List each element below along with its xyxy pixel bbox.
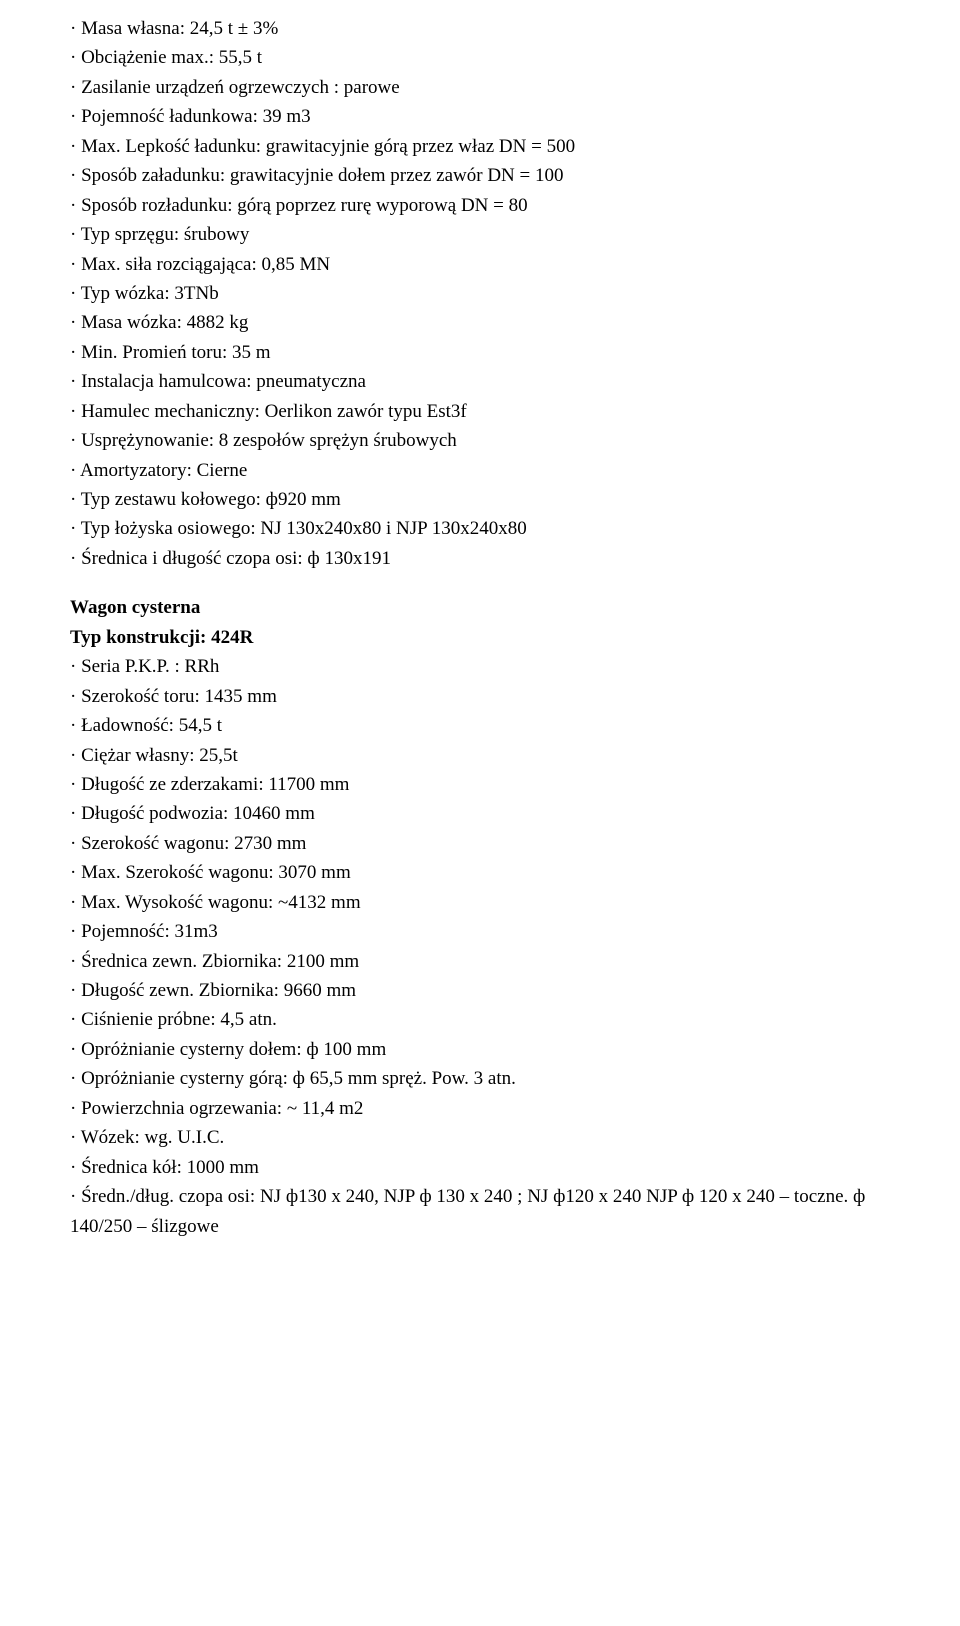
document-page: · Masa własna: 24,5 t ± 3% · Obciążenie …	[0, 0, 960, 1255]
spec-line: · Usprężynowanie: 8 zespołów sprężyn śru…	[70, 426, 890, 455]
spec-line: · Masa własna: 24,5 t ± 3%	[70, 14, 890, 43]
spec-line: · Długość zewn. Zbiornika: 9660 mm	[70, 976, 890, 1005]
spec-line: · Typ zestawu kołowego: ф920 mm	[70, 485, 890, 514]
spec-line: · Długość podwozia: 10460 mm	[70, 799, 890, 828]
spec-line: · Hamulec mechaniczny: Oerlikon zawór ty…	[70, 397, 890, 426]
spec-line: · Pojemność: 31m3	[70, 917, 890, 946]
spec-line: · Sposób rozładunku: górą poprzez rurę w…	[70, 191, 890, 220]
spec-line: · Średnica kół: 1000 mm	[70, 1153, 890, 1182]
spec-line: · Max. Szerokość wagonu: 3070 mm	[70, 858, 890, 887]
spec-line: · Obciążenie max.: 55,5 t	[70, 43, 890, 72]
section-heading: Wagon cysterna	[70, 593, 890, 622]
spec-line: · Typ wózka: 3TNb	[70, 279, 890, 308]
spec-line: · Max. Lepkość ładunku: grawitacyjnie gó…	[70, 132, 890, 161]
spec-line: · Długość ze zderzakami: 11700 mm	[70, 770, 890, 799]
spec-line: · Min. Promień toru: 35 m	[70, 338, 890, 367]
spec-line: · Max. Wysokość wagonu: ~4132 mm	[70, 888, 890, 917]
spec-line: · Średnica zewn. Zbiornika: 2100 mm	[70, 947, 890, 976]
spec-line: · Typ sprzęgu: śrubowy	[70, 220, 890, 249]
spec-line: · Ciężar własny: 25,5t	[70, 741, 890, 770]
spec-line: · Max. siła rozciągająca: 0,85 MN	[70, 250, 890, 279]
spec-line: · Instalacja hamulcowa: pneumatyczna	[70, 367, 890, 396]
blank-line	[70, 573, 890, 593]
spec-line: · Opróżnianie cysterny górą: ф 65,5 mm s…	[70, 1064, 890, 1093]
spec-line: · Seria P.K.P. : RRh	[70, 652, 890, 681]
spec-line: · Pojemność ładunkowa: 39 m3	[70, 102, 890, 131]
spec-line: · Średn./dług. czopa osi: NJ ф130 x 240,…	[70, 1182, 890, 1241]
spec-line: · Ciśnienie próbne: 4,5 atn.	[70, 1005, 890, 1034]
spec-line: · Szerokość wagonu: 2730 mm	[70, 829, 890, 858]
spec-line: · Sposób załadunku: grawitacyjnie dołem …	[70, 161, 890, 190]
spec-line: · Typ łożyska osiowego: NJ 130x240x80 i …	[70, 514, 890, 543]
spec-line: · Średnica i długość czopa osi: ф 130x19…	[70, 544, 890, 573]
spec-line: · Zasilanie urządzeń ogrzewczych : parow…	[70, 73, 890, 102]
spec-line: · Ładowność: 54,5 t	[70, 711, 890, 740]
spec-line: · Powierzchnia ogrzewania: ~ 11,4 m2	[70, 1094, 890, 1123]
spec-line: · Szerokość toru: 1435 mm	[70, 682, 890, 711]
spec-line: · Opróżnianie cysterny dołem: ф 100 mm	[70, 1035, 890, 1064]
section-subheading: Typ konstrukcji: 424R	[70, 623, 890, 652]
spec-line: · Masa wózka: 4882 kg	[70, 308, 890, 337]
spec-line: · Amortyzatory: Cierne	[70, 456, 890, 485]
spec-line: · Wózek: wg. U.I.C.	[70, 1123, 890, 1152]
